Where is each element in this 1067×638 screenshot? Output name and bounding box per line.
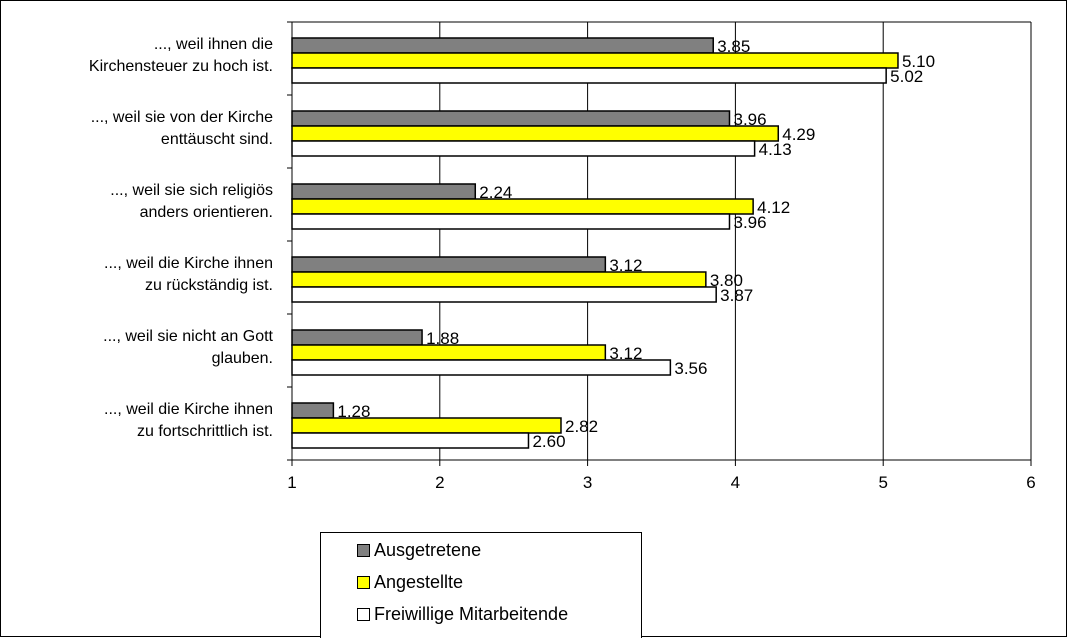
category-label-line: ..., weil die Kirche ihnen	[104, 400, 273, 418]
legend-item-freiwillige: Freiwillige Mitarbeitende	[357, 603, 568, 625]
legend-swatch-freiwillige	[357, 607, 370, 621]
bar-0-0	[291, 37, 714, 54]
category-label-2: ..., weil sie sich religiös anders orient…	[3, 180, 273, 224]
bar-2-2	[291, 213, 731, 230]
bar-2-5	[291, 432, 530, 449]
legend: Ausgetretene Angestellte Freiwillige Mit…	[320, 532, 642, 638]
category-label-5: ..., weil die Kirche ihnen zu fortschritt…	[3, 399, 273, 443]
x-tick-label-6: 6	[1026, 473, 1035, 492]
category-label-line: zu fortschrittlich ist.	[136, 422, 273, 440]
x-tick-label-4: 4	[731, 473, 740, 492]
bar-2-1	[291, 140, 756, 157]
bar-1-2	[291, 198, 754, 215]
x-tick-label-2: 2	[435, 473, 444, 492]
category-label-line: anders orientieren.	[139, 203, 273, 221]
value-label-0-4: 1.88	[426, 329, 459, 348]
bar-0-1	[291, 110, 731, 127]
x-tick-label-3: 3	[583, 473, 592, 492]
value-label-1-2: 4.12	[757, 198, 790, 217]
value-label-1-4: 3.12	[609, 344, 642, 363]
category-label-line: enttäuscht sind.	[160, 130, 273, 148]
value-label-0-3: 3.12	[609, 256, 642, 275]
legend-item-ausgetretene: Ausgetretene	[357, 539, 481, 561]
x-tick-label-1: 1	[287, 473, 296, 492]
value-label-0-0: 3.85	[717, 37, 750, 56]
category-label-0: ..., weil ihnen die Kirchensteuer zu hoch…	[3, 34, 273, 78]
value-label-2-4: 3.56	[674, 359, 707, 378]
category-label-line: Kirchensteuer zu hoch ist.	[88, 57, 273, 75]
legend-swatch-angestellte	[357, 575, 370, 589]
plot-area	[292, 22, 1031, 460]
value-label-0-1: 3.96	[733, 110, 766, 129]
category-label-line: ..., weil die Kirche ihnen	[104, 254, 273, 272]
bar-1-5	[291, 417, 562, 434]
category-label-line: ..., weil ihnen die	[153, 35, 273, 53]
category-label-line: ..., weil sie nicht an Gott	[103, 327, 273, 345]
category-label-line: glauben.	[211, 349, 273, 367]
value-label-0-2: 2.24	[479, 183, 512, 202]
bar-2-0	[291, 67, 887, 84]
bar-2-3	[291, 286, 717, 303]
x-tick-label-5: 5	[878, 473, 887, 492]
value-label-0-5: 1.28	[337, 402, 370, 421]
bar-0-2	[291, 183, 477, 200]
bar-2-4	[291, 359, 672, 376]
category-label-4: ..., weil sie nicht an Gott glauben.	[3, 326, 273, 370]
category-label-line: ..., weil sie sich religiös	[110, 181, 273, 199]
bar-1-1	[291, 125, 780, 142]
value-label-1-5: 2.82	[565, 417, 598, 436]
bar-1-0	[291, 52, 899, 69]
bar-0-4	[291, 329, 423, 346]
value-label-2-3: 3.87	[720, 286, 753, 305]
legend-item-angestellte: Angestellte	[357, 571, 463, 593]
category-label-line: zu rückständig ist.	[144, 276, 273, 294]
legend-label-freiwillige: Freiwillige Mitarbeitende	[374, 603, 569, 624]
legend-swatch-ausgetretene	[357, 543, 370, 557]
bar-0-3	[291, 256, 607, 273]
category-label-line: ..., weil sie von der Kirche	[90, 108, 273, 126]
value-label-2-1: 4.13	[759, 140, 792, 159]
value-label-2-0: 5.02	[890, 67, 923, 86]
value-label-1-3: 3.80	[710, 271, 743, 290]
value-label-2-5: 2.60	[532, 432, 565, 451]
value-label-2-2: 3.96	[733, 213, 766, 232]
category-label-3: ..., weil die Kirche ihnen zu rückständig…	[3, 253, 273, 297]
bar-1-3	[291, 271, 707, 288]
bar-0-5	[291, 402, 335, 419]
legend-label-ausgetretene: Ausgetretene	[374, 539, 482, 560]
category-label-1: ..., weil sie von der Kirche enttäuscht s…	[3, 107, 273, 151]
value-label-1-0: 5.10	[902, 52, 935, 71]
bar-1-4	[291, 344, 607, 361]
legend-label-angestellte: Angestellte	[374, 571, 464, 592]
value-label-1-1: 4.29	[782, 125, 815, 144]
